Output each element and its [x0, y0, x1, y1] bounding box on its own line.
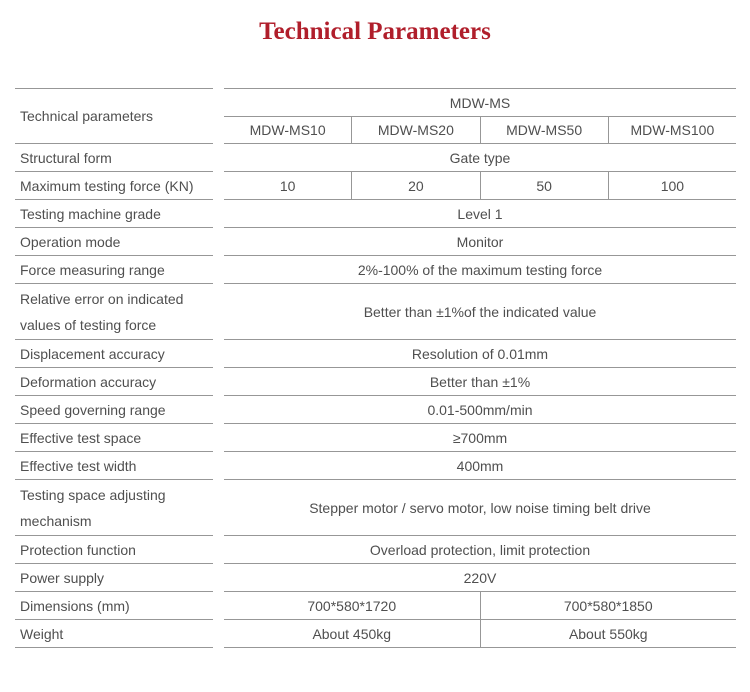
table-row: Dimensions (mm) 700*580*1720 700*580*185…: [0, 592, 750, 620]
model-name-cell: MDW-MS10: [224, 117, 353, 143]
param-value-cell: 700*580*1850: [563, 597, 653, 614]
table-header-row: Technical parameters MDW-MS MDW-MS10 MDW…: [0, 88, 750, 144]
model-header-row: MDW-MS10 MDW-MS20 MDW-MS50 MDW-MS100: [224, 117, 736, 144]
table-row: Structural form Gate type: [0, 144, 750, 172]
param-value: 220V: [224, 564, 736, 592]
param-label: Testing machine grade: [15, 200, 213, 228]
param-values: 700*580*1720 700*580*1850: [224, 592, 736, 620]
param-label: Structural form: [15, 144, 213, 172]
table-row: Weight About 450kg About 550kg: [0, 620, 750, 648]
param-value-cell: 100: [660, 177, 685, 194]
param-value-cell: About 450kg: [224, 620, 481, 647]
table-row: Protection function Overload protection,…: [0, 536, 750, 564]
param-label: Effective test space: [15, 424, 213, 452]
param-value: 0.01-500mm/min: [224, 396, 736, 424]
param-value-cell: 700*580*1720: [224, 592, 481, 619]
param-value-cell: About 550kg: [568, 625, 648, 642]
param-value-cell: 20: [352, 172, 481, 199]
param-value: Overload protection, limit protection: [224, 536, 736, 564]
param-label: Deformation accuracy: [15, 368, 213, 396]
param-label: Force measuring range: [15, 256, 213, 284]
param-value: Gate type: [224, 144, 736, 172]
table-row: Force measuring range 2%-100% of the max…: [0, 256, 750, 284]
param-value: 400mm: [224, 452, 736, 480]
param-label: Protection function: [15, 536, 213, 564]
table-row: Maximum testing force (KN) 10 20 50 100: [0, 172, 750, 200]
param-label: Displacement accuracy: [15, 340, 213, 368]
table-row: Testing machine grade Level 1: [0, 200, 750, 228]
param-value: Stepper motor / servo motor, low noise t…: [224, 480, 736, 536]
param-label: Operation mode: [15, 228, 213, 256]
model-name-cell: MDW-MS50: [481, 117, 609, 143]
table-row: Effective test width 400mm: [0, 452, 750, 480]
table-row: Displacement accuracy Resolution of 0.01…: [0, 340, 750, 368]
table-row: Operation mode Monitor: [0, 228, 750, 256]
table-row: Speed governing range 0.01-500mm/min: [0, 396, 750, 424]
param-values: About 450kg About 550kg: [224, 620, 736, 648]
param-label: Speed governing range: [15, 396, 213, 424]
param-value: Better than ±1%of the indicated value: [224, 284, 736, 340]
param-value: Resolution of 0.01mm: [224, 340, 736, 368]
header-right-stack: MDW-MS MDW-MS10 MDW-MS20 MDW-MS50 MDW-MS…: [224, 88, 736, 144]
table-row: Relative error on indicated values of te…: [0, 284, 750, 340]
header-left-label: Technical parameters: [15, 88, 213, 144]
table-row: Deformation accuracy Better than ±1%: [0, 368, 750, 396]
param-value: Monitor: [224, 228, 736, 256]
param-label: Effective test width: [15, 452, 213, 480]
param-value: Level 1: [224, 200, 736, 228]
param-label: Relative error on indicated values of te…: [15, 284, 213, 340]
param-label: Maximum testing force (KN): [15, 172, 213, 200]
param-label: Testing space adjusting mechanism: [15, 480, 213, 536]
param-values: 10 20 50 100: [224, 172, 736, 200]
page-title: Technical Parameters: [259, 18, 491, 45]
model-name-cell: MDW-MS100: [630, 122, 715, 138]
series-name-cell: MDW-MS: [224, 88, 736, 117]
param-value-cell: 50: [481, 172, 609, 199]
param-label: Dimensions (mm): [15, 592, 213, 620]
param-label: Weight: [15, 620, 213, 648]
param-value: ≥700mm: [224, 424, 736, 452]
param-value: Better than ±1%: [224, 368, 736, 396]
table-row: Power supply 220V: [0, 564, 750, 592]
param-value-cell: 10: [224, 172, 353, 199]
spec-table: Technical parameters MDW-MS MDW-MS10 MDW…: [0, 88, 750, 648]
model-name-cell: MDW-MS20: [352, 117, 481, 143]
table-row: Testing space adjusting mechanism Steppe…: [0, 480, 750, 536]
table-row: Effective test space ≥700mm: [0, 424, 750, 452]
param-value: 2%-100% of the maximum testing force: [224, 256, 736, 284]
param-label: Power supply: [15, 564, 213, 592]
